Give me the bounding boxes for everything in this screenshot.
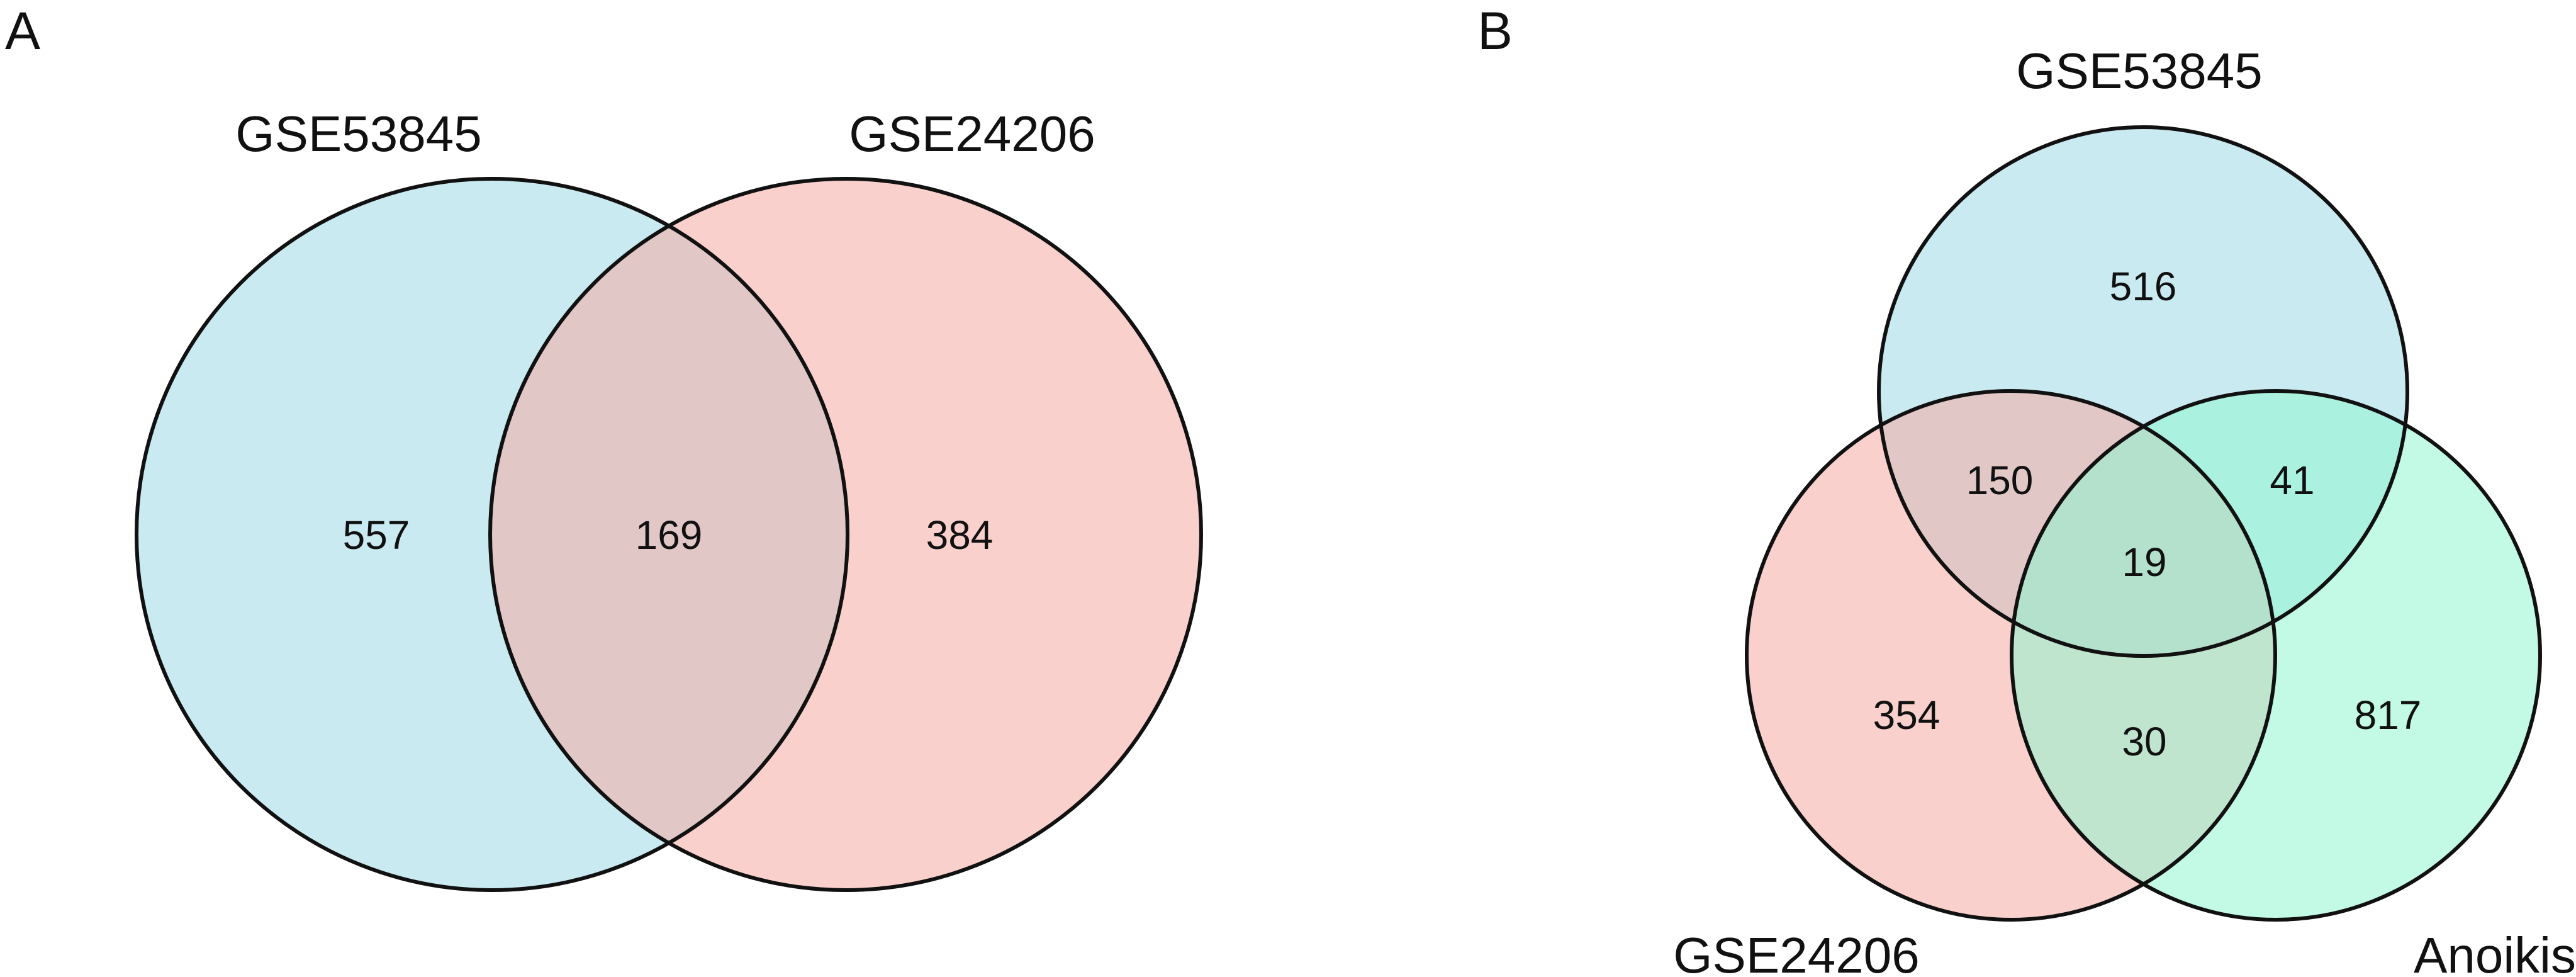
venn-a-count-gse24206-only: 384 — [926, 512, 994, 558]
panel-b: B GSE53845 GSE24206 Anoikis 516 150 41 1… — [1477, 1, 2576, 977]
venn-a-count-gse53845-only: 557 — [343, 512, 410, 558]
venn-a-outline-gse24206 — [488, 177, 1203, 892]
venn-b-outline-gse24206 — [1745, 389, 2277, 922]
venn-b-outline-anoikis — [2010, 389, 2542, 922]
venn-b-label-gse24206: GSE24206 — [1673, 927, 1919, 977]
venn-b-count-gse24206-anoikis: 30 — [2122, 719, 2166, 764]
venn-b-count-all-three: 19 — [2122, 539, 2166, 585]
panel-a: A GSE53845 GSE24206 557 169 384 — [5, 1, 1203, 892]
venn-b-label-anoikis: Anoikis — [2414, 927, 2576, 977]
venn-b-count-gse53845-only: 516 — [2110, 264, 2177, 309]
venn-b-count-anoikis-only: 817 — [2355, 692, 2422, 738]
venn-b-count-gse53845-anoikis: 41 — [2270, 458, 2314, 503]
panel-a-letter: A — [5, 1, 40, 60]
venn-a-count-shared: 169 — [636, 512, 703, 558]
venn-a-outline-gse53845 — [135, 177, 849, 892]
venn-b-count-gse24206-only: 354 — [1873, 692, 1940, 738]
venn-a-label-gse24206: GSE24206 — [849, 106, 1095, 162]
venn-b-count-gse53845-gse24206: 150 — [1966, 458, 2034, 503]
venn-b-label-gse53845: GSE53845 — [2016, 43, 2262, 99]
venn-b-outline-gse53845 — [1877, 125, 2409, 658]
panel-b-letter: B — [1477, 1, 1513, 60]
venn-a-label-gse53845: GSE53845 — [235, 106, 481, 162]
